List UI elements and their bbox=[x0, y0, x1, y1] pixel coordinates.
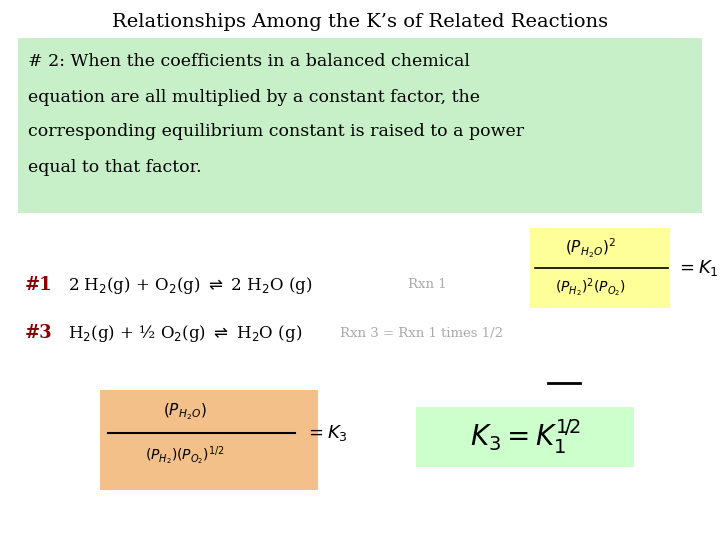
Text: Rxn 1: Rxn 1 bbox=[408, 279, 446, 292]
Text: corresponding equilibrium constant is raised to a power: corresponding equilibrium constant is ra… bbox=[28, 124, 524, 140]
Text: #1: #1 bbox=[25, 276, 53, 294]
Text: $(P_{H_2O})$: $(P_{H_2O})$ bbox=[163, 402, 207, 422]
Text: $(P_{H_2})(P_{O_2})^{1/2}$: $(P_{H_2})(P_{O_2})^{1/2}$ bbox=[145, 444, 225, 467]
FancyBboxPatch shape bbox=[18, 38, 702, 213]
FancyBboxPatch shape bbox=[416, 407, 634, 467]
Text: Rxn 3 = Rxn 1 times 1/2: Rxn 3 = Rxn 1 times 1/2 bbox=[340, 327, 503, 340]
Text: equation are all multiplied by a constant factor, the: equation are all multiplied by a constan… bbox=[28, 89, 480, 105]
Text: Relationships Among the K’s of Related Reactions: Relationships Among the K’s of Related R… bbox=[112, 13, 608, 31]
Text: #3: #3 bbox=[25, 324, 53, 342]
Text: 2 H$_2$(g) + O$_2$(g) $\rightleftharpoons$ 2 H$_2$O (g): 2 H$_2$(g) + O$_2$(g) $\rightleftharpoon… bbox=[68, 274, 312, 295]
Text: $(P_{H_2})^2(P_{O_2})$: $(P_{H_2})^2(P_{O_2})$ bbox=[554, 276, 626, 299]
FancyBboxPatch shape bbox=[100, 390, 318, 490]
Text: $= K_1$: $= K_1$ bbox=[676, 258, 719, 278]
Text: equal to that factor.: equal to that factor. bbox=[28, 159, 202, 176]
Text: H$_2$(g) + ½ O$_2$(g) $\rightleftharpoons$ H$_2$O (g): H$_2$(g) + ½ O$_2$(g) $\rightleftharpoon… bbox=[68, 322, 302, 343]
Text: $K_3 = K_1^{\/\!1\!/\!2}$: $K_3 = K_1^{\/\!1\!/\!2}$ bbox=[469, 417, 580, 456]
Text: $= K_3$: $= K_3$ bbox=[305, 423, 348, 443]
Text: # 2: When the coefficients in a balanced chemical: # 2: When the coefficients in a balanced… bbox=[28, 53, 470, 71]
Text: $(P_{H_2O})^2$: $(P_{H_2O})^2$ bbox=[564, 237, 616, 260]
FancyBboxPatch shape bbox=[530, 228, 670, 308]
